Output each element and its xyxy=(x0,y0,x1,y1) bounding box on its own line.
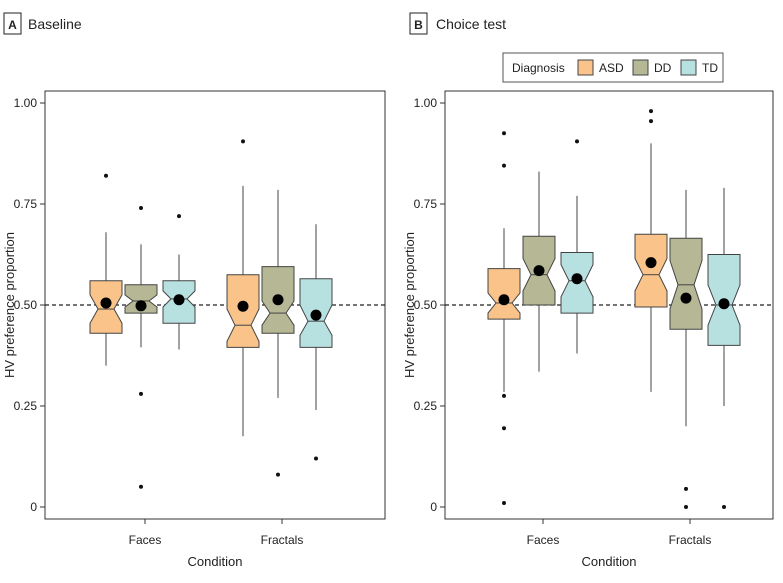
legend-title: Diagnosis xyxy=(512,61,565,75)
mean-point xyxy=(272,294,284,306)
legend: Diagnosis ASD DD TD xyxy=(502,52,724,83)
outlier-point xyxy=(276,472,280,477)
box-td-fractals xyxy=(299,224,333,461)
y-axis-title: HV preference proportion xyxy=(2,232,17,378)
y-tick-label: 0.50 xyxy=(414,298,438,312)
mean-point xyxy=(310,309,322,321)
panel-letter: B xyxy=(414,18,423,32)
x-tick-label-faces: Faces xyxy=(129,533,162,547)
box-dd-fractals xyxy=(261,189,295,477)
y-tick-label: 1.00 xyxy=(14,96,38,110)
box-asd-faces xyxy=(89,173,123,366)
box-body xyxy=(669,237,703,330)
mean-point xyxy=(498,294,510,306)
y-tick-label: 0.75 xyxy=(14,197,38,211)
y-axis-title: HV preference proportion xyxy=(402,232,417,378)
panel-letter-box xyxy=(3,12,22,35)
panel-title: Baseline xyxy=(28,16,82,32)
legend-swatch-asd xyxy=(577,59,594,76)
outlier-point xyxy=(502,163,506,168)
legend-swatch-dd xyxy=(632,59,649,76)
mean-point xyxy=(571,273,583,285)
box-dd-fractals xyxy=(669,189,703,509)
outlier-point xyxy=(575,139,579,144)
outlier-point xyxy=(139,484,143,489)
panel-title: Choice test xyxy=(436,16,506,32)
outlier-point xyxy=(502,131,506,136)
box-body xyxy=(487,268,521,320)
y-tick-label: 0 xyxy=(30,500,37,514)
mean-point xyxy=(680,292,692,304)
outlier-point xyxy=(502,426,506,431)
legend-swatch-td xyxy=(680,59,697,76)
x-tick-label-fractals: Fractals xyxy=(261,533,304,547)
outlier-point xyxy=(649,119,653,124)
box-dd-faces xyxy=(124,206,158,489)
box-body xyxy=(634,233,668,308)
box-td-faces xyxy=(560,139,594,354)
panel-letter: A xyxy=(8,18,17,32)
mean-point xyxy=(100,297,112,309)
outlier-point xyxy=(684,505,688,509)
mean-point xyxy=(645,257,657,269)
outlier-point xyxy=(502,393,506,398)
outlier-point xyxy=(139,206,143,211)
box-td-fractals xyxy=(707,187,741,509)
outlier-point xyxy=(241,139,245,144)
y-tick-label: 1.00 xyxy=(414,96,438,110)
outlier-point xyxy=(722,505,726,509)
x-axis-title: Condition xyxy=(582,554,637,569)
legend-label-dd: DD xyxy=(654,61,672,75)
box-body xyxy=(124,284,158,314)
box-asd-fractals xyxy=(226,139,260,437)
box-asd-fractals xyxy=(634,109,668,392)
y-tick-label: 0.50 xyxy=(14,298,38,312)
panel-a: A Baseline 0 0.25 0.50 0.75 1.00 HV preference … xyxy=(2,12,386,569)
y-tick-label: 0.75 xyxy=(414,197,438,211)
y-tick-label: 0.25 xyxy=(14,399,38,413)
x-tick-label-faces: Faces xyxy=(527,533,560,547)
x-tick-label-fractals: Fractals xyxy=(669,533,712,547)
mean-point xyxy=(135,300,147,312)
outlier-point xyxy=(139,391,143,396)
outlier-point xyxy=(177,214,181,219)
y-tick-label: 0.25 xyxy=(414,399,438,413)
mean-point xyxy=(237,300,249,312)
outlier-point xyxy=(104,173,108,178)
outlier-point xyxy=(314,456,318,461)
outlier-point xyxy=(684,486,688,491)
box-asd-faces xyxy=(487,131,521,505)
panel-b: B Choice test 0 0.25 0.50 0.75 1.00 HV preferen… xyxy=(402,12,774,569)
mean-point xyxy=(173,294,185,306)
outlier-point xyxy=(649,109,653,114)
legend-label-asd: ASD xyxy=(599,61,624,75)
outlier-point xyxy=(502,500,506,505)
legend-label-td: TD xyxy=(702,61,718,75)
x-axis-title: Condition xyxy=(188,554,243,569)
mean-point xyxy=(533,265,545,277)
y-tick-label: 0 xyxy=(430,500,437,514)
mean-point xyxy=(718,298,730,310)
box-dd-faces xyxy=(522,171,556,372)
panel-letter-box xyxy=(409,12,428,35)
box-td-faces xyxy=(162,214,196,350)
